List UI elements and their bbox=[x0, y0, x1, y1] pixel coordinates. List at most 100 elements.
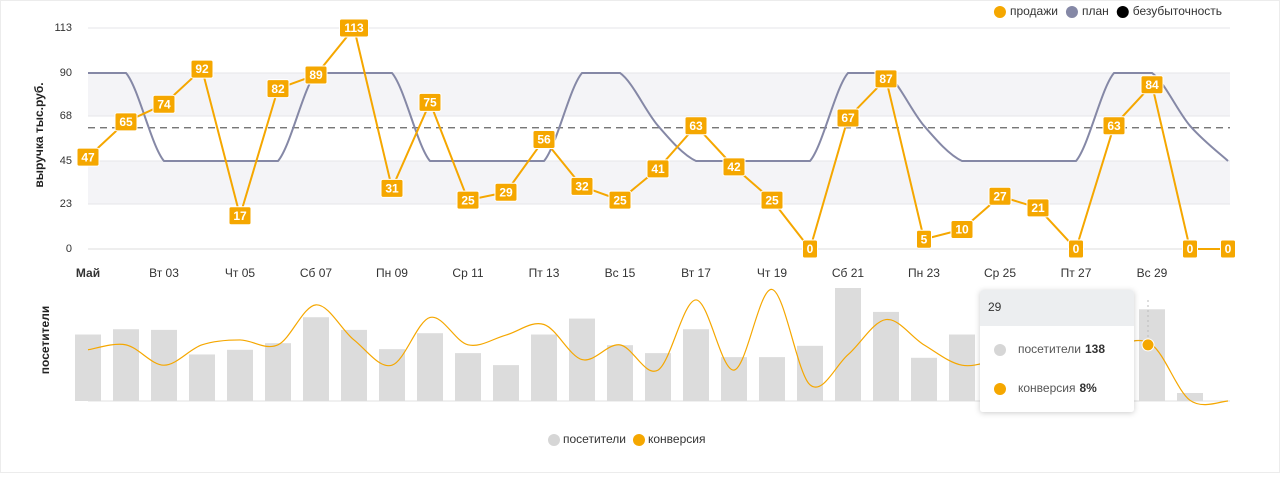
data-label-box bbox=[608, 190, 632, 210]
data-label: 92 bbox=[195, 62, 209, 76]
x-tick-label: Сб 21 bbox=[832, 266, 865, 280]
data-label-box bbox=[339, 18, 369, 38]
data-label-box bbox=[418, 92, 442, 112]
data-label-box bbox=[802, 239, 818, 259]
data-label-box bbox=[722, 157, 746, 177]
tooltip-header bbox=[980, 290, 1134, 326]
data-label-box bbox=[152, 94, 176, 114]
data-label: 63 bbox=[1107, 119, 1121, 133]
bar bbox=[265, 343, 291, 401]
data-label: 87 bbox=[879, 72, 893, 86]
bar bbox=[1177, 393, 1203, 401]
data-label-box bbox=[190, 59, 214, 79]
bar bbox=[721, 357, 747, 401]
x-tick-label: Май bbox=[76, 266, 100, 280]
data-label: 0 bbox=[807, 242, 814, 256]
plan-line bbox=[88, 71, 1229, 162]
data-label: 17 bbox=[233, 209, 247, 223]
x-tick-label: Сб 07 bbox=[300, 266, 333, 280]
bar bbox=[911, 357, 937, 401]
data-label: 25 bbox=[461, 193, 475, 207]
data-label: 63 bbox=[689, 119, 703, 133]
data-label: 10 bbox=[955, 223, 969, 237]
bar bbox=[683, 329, 709, 401]
bar bbox=[189, 354, 215, 401]
bar bbox=[113, 329, 139, 401]
y-tick-label: 0 bbox=[66, 243, 72, 255]
data-label-box bbox=[228, 206, 252, 226]
data-label-box bbox=[950, 219, 974, 239]
data-label: 0 bbox=[1187, 242, 1194, 256]
data-label: 84 bbox=[1145, 78, 1159, 92]
data-label: 113 bbox=[344, 21, 364, 35]
x-tick-label: Чт 05 bbox=[225, 266, 256, 280]
data-label: 56 bbox=[537, 133, 551, 147]
bar bbox=[797, 345, 823, 401]
legend-marker bbox=[548, 434, 560, 446]
y-tick-label: 90 bbox=[60, 67, 72, 79]
y-tick-label: 113 bbox=[54, 22, 72, 34]
y-axis-label: посетители bbox=[38, 306, 52, 374]
data-label-box bbox=[380, 178, 404, 198]
data-label-box bbox=[114, 112, 138, 132]
y-tick-label: 68 bbox=[60, 110, 72, 122]
legend-marker bbox=[993, 6, 1006, 18]
data-label: 32 bbox=[575, 180, 589, 194]
grid-band bbox=[88, 72, 1230, 117]
legend-label: продажи bbox=[1010, 4, 1058, 18]
tooltip-value: 8% bbox=[1079, 381, 1097, 395]
x-tick-label: Пн 09 bbox=[376, 266, 408, 280]
data-label: 65 bbox=[119, 115, 133, 129]
data-label-box bbox=[646, 159, 670, 179]
x-tick-label: Чт 19 bbox=[757, 266, 788, 280]
data-label-box bbox=[1026, 198, 1050, 218]
data-label-box bbox=[570, 176, 594, 196]
data-label-box bbox=[684, 116, 708, 136]
bar bbox=[759, 357, 785, 401]
bar bbox=[531, 334, 557, 401]
y-tick-label: 45 bbox=[60, 155, 72, 167]
bar bbox=[75, 334, 101, 401]
visitors-chart: 29 посетители 138 конверсия 8% посетители конв… bbox=[75, 288, 1230, 446]
x-tick-label: Вт 17 bbox=[681, 266, 711, 280]
data-label: 29 bbox=[499, 185, 513, 199]
data-label: 5 bbox=[921, 232, 928, 246]
x-tick-label: Ср 11 bbox=[452, 266, 483, 280]
data-label: 74 bbox=[157, 97, 171, 111]
data-label: 0 bbox=[1225, 242, 1232, 256]
x-tick-label: Пт 27 bbox=[1061, 266, 1092, 280]
data-label-box bbox=[456, 190, 480, 210]
data-label-box bbox=[1102, 116, 1126, 136]
x-tick-label: Ср 25 bbox=[984, 266, 1016, 280]
bar bbox=[227, 349, 253, 401]
sales-line bbox=[87, 25, 1228, 252]
data-label-box bbox=[1220, 239, 1236, 259]
bar bbox=[417, 333, 443, 401]
data-label: 31 bbox=[385, 182, 399, 196]
data-label-box bbox=[1140, 75, 1164, 95]
bar bbox=[303, 317, 329, 401]
x-tick-label: Пн 23 bbox=[908, 266, 940, 280]
tooltip-marker bbox=[994, 344, 1006, 356]
tooltip-label: посетители bbox=[1018, 342, 1081, 356]
data-label: 21 bbox=[1031, 201, 1045, 215]
data-label-box bbox=[916, 229, 932, 249]
legend-label: конверсия bbox=[648, 432, 705, 446]
bar bbox=[645, 353, 671, 401]
data-label-box bbox=[988, 186, 1012, 206]
x-tick-label: Вт 03 bbox=[149, 266, 179, 280]
bar bbox=[493, 365, 519, 401]
x-tick-label: Пт 13 bbox=[529, 266, 560, 280]
y-tick-label: 23 bbox=[60, 198, 72, 210]
data-label: 27 bbox=[993, 189, 1007, 203]
data-label: 0 bbox=[1073, 242, 1080, 256]
x-tick-label: Вс 15 bbox=[605, 266, 636, 280]
legend-marker bbox=[1116, 6, 1129, 18]
data-label-box bbox=[304, 65, 328, 85]
tooltip-value: 138 bbox=[1085, 342, 1105, 356]
data-label-box bbox=[76, 147, 100, 167]
sales-chart: 0 23 45 68 90 113 Май Вт 03 Чт 05 Сб 07 Пн 09 Ср 11… bbox=[54, 4, 1236, 280]
data-label: 47 bbox=[81, 150, 95, 164]
tooltip-label: конверсия bbox=[1018, 381, 1075, 395]
